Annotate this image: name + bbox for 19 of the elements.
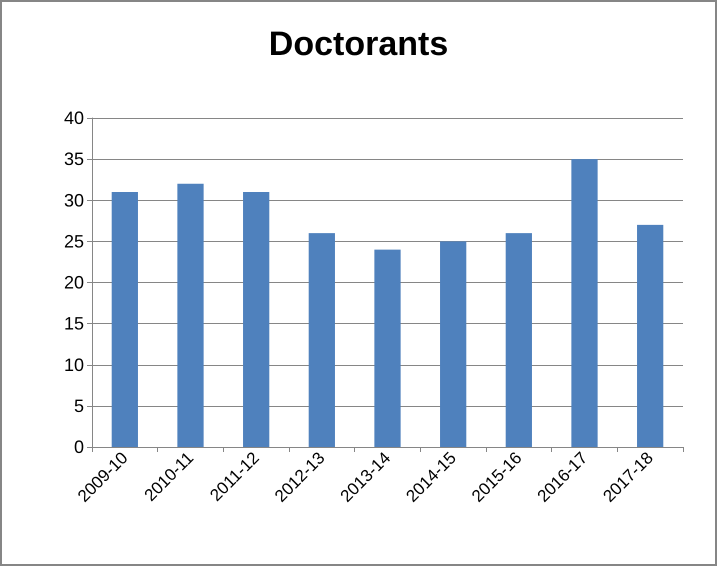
y-tick-label: 40: [64, 108, 84, 128]
bar: [374, 250, 401, 447]
y-tick-label: 0: [74, 437, 84, 457]
bar: [440, 241, 466, 447]
y-tick-label: 25: [64, 231, 84, 252]
y-tick-label: 30: [64, 190, 84, 210]
y-tick-label: 20: [64, 272, 84, 292]
bar: [177, 184, 204, 447]
bar: [571, 159, 598, 447]
y-tick-label: 35: [64, 149, 84, 170]
bar: [506, 233, 532, 447]
bar: [243, 192, 270, 447]
bar: [112, 192, 138, 447]
chart-title: Doctorants: [268, 25, 448, 63]
bar: [637, 224, 664, 447]
bar: [308, 233, 335, 447]
y-tick-label: 10: [64, 354, 84, 375]
y-tick-label: 15: [64, 314, 84, 334]
y-tick-label: 5: [74, 396, 84, 416]
